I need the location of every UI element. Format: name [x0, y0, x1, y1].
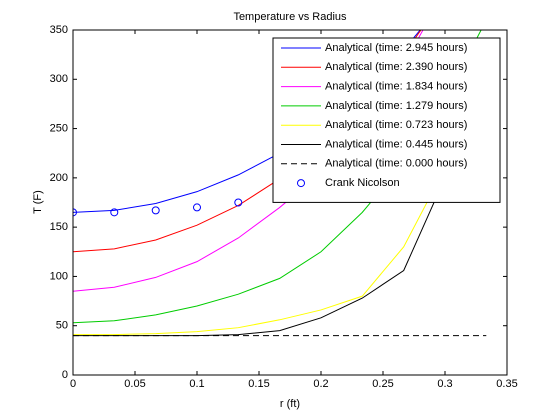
y-tick-label: 250 — [50, 122, 68, 134]
y-axis-label: T (F) — [32, 190, 44, 214]
y-tick-label: 100 — [50, 270, 68, 282]
scatter-point — [110, 208, 119, 217]
y-tick-label: 300 — [50, 73, 68, 85]
scatter-point — [234, 198, 243, 207]
scatter-point — [193, 203, 201, 212]
legend-marker — [297, 179, 305, 188]
x-tick-label: 0.15 — [248, 378, 269, 390]
scatter-point — [73, 208, 77, 217]
x-axis-label: r (ft) — [280, 398, 300, 410]
x-tick-label: 0.3 — [437, 378, 452, 390]
legend-label: Analytical (time: 0.445 hours) — [325, 138, 467, 150]
x-tick-label: 0.2 — [313, 378, 328, 390]
plot-frame — [72, 29, 508, 376]
series-line — [73, 49, 487, 337]
y-tick-label: 150 — [50, 221, 68, 233]
legend-label: Analytical (time: 0.723 hours) — [325, 119, 467, 131]
x-tick-label: 0.1 — [189, 378, 204, 390]
x-tick-label: 0.05 — [124, 378, 145, 390]
legend-label: Analytical (time: 2.945 hours) — [325, 42, 467, 54]
y-tick-label: 50 — [56, 320, 68, 332]
scatter-point — [151, 206, 160, 215]
x-tick-label: 0.25 — [372, 378, 393, 390]
legend-label: Crank Nicolson — [325, 177, 400, 189]
chart-title: Temperature vs Radius — [233, 11, 347, 23]
legend-box — [272, 37, 501, 203]
y-tick-label: 0 — [62, 369, 68, 381]
legend-label: Analytical (time: 0.000 hours) — [325, 158, 467, 170]
x-tick-label: 0.35 — [496, 378, 517, 390]
legend-label: Analytical (time: 2.390 hours) — [325, 61, 467, 73]
x-tick-label: 0 — [70, 378, 76, 390]
series-line — [73, 79, 487, 336]
legend-label: Analytical (time: 1.834 hours) — [325, 81, 467, 93]
y-tick-label: 350 — [50, 24, 68, 36]
y-tick-label: 200 — [50, 172, 68, 184]
legend-label: Analytical (time: 1.279 hours) — [325, 100, 467, 112]
